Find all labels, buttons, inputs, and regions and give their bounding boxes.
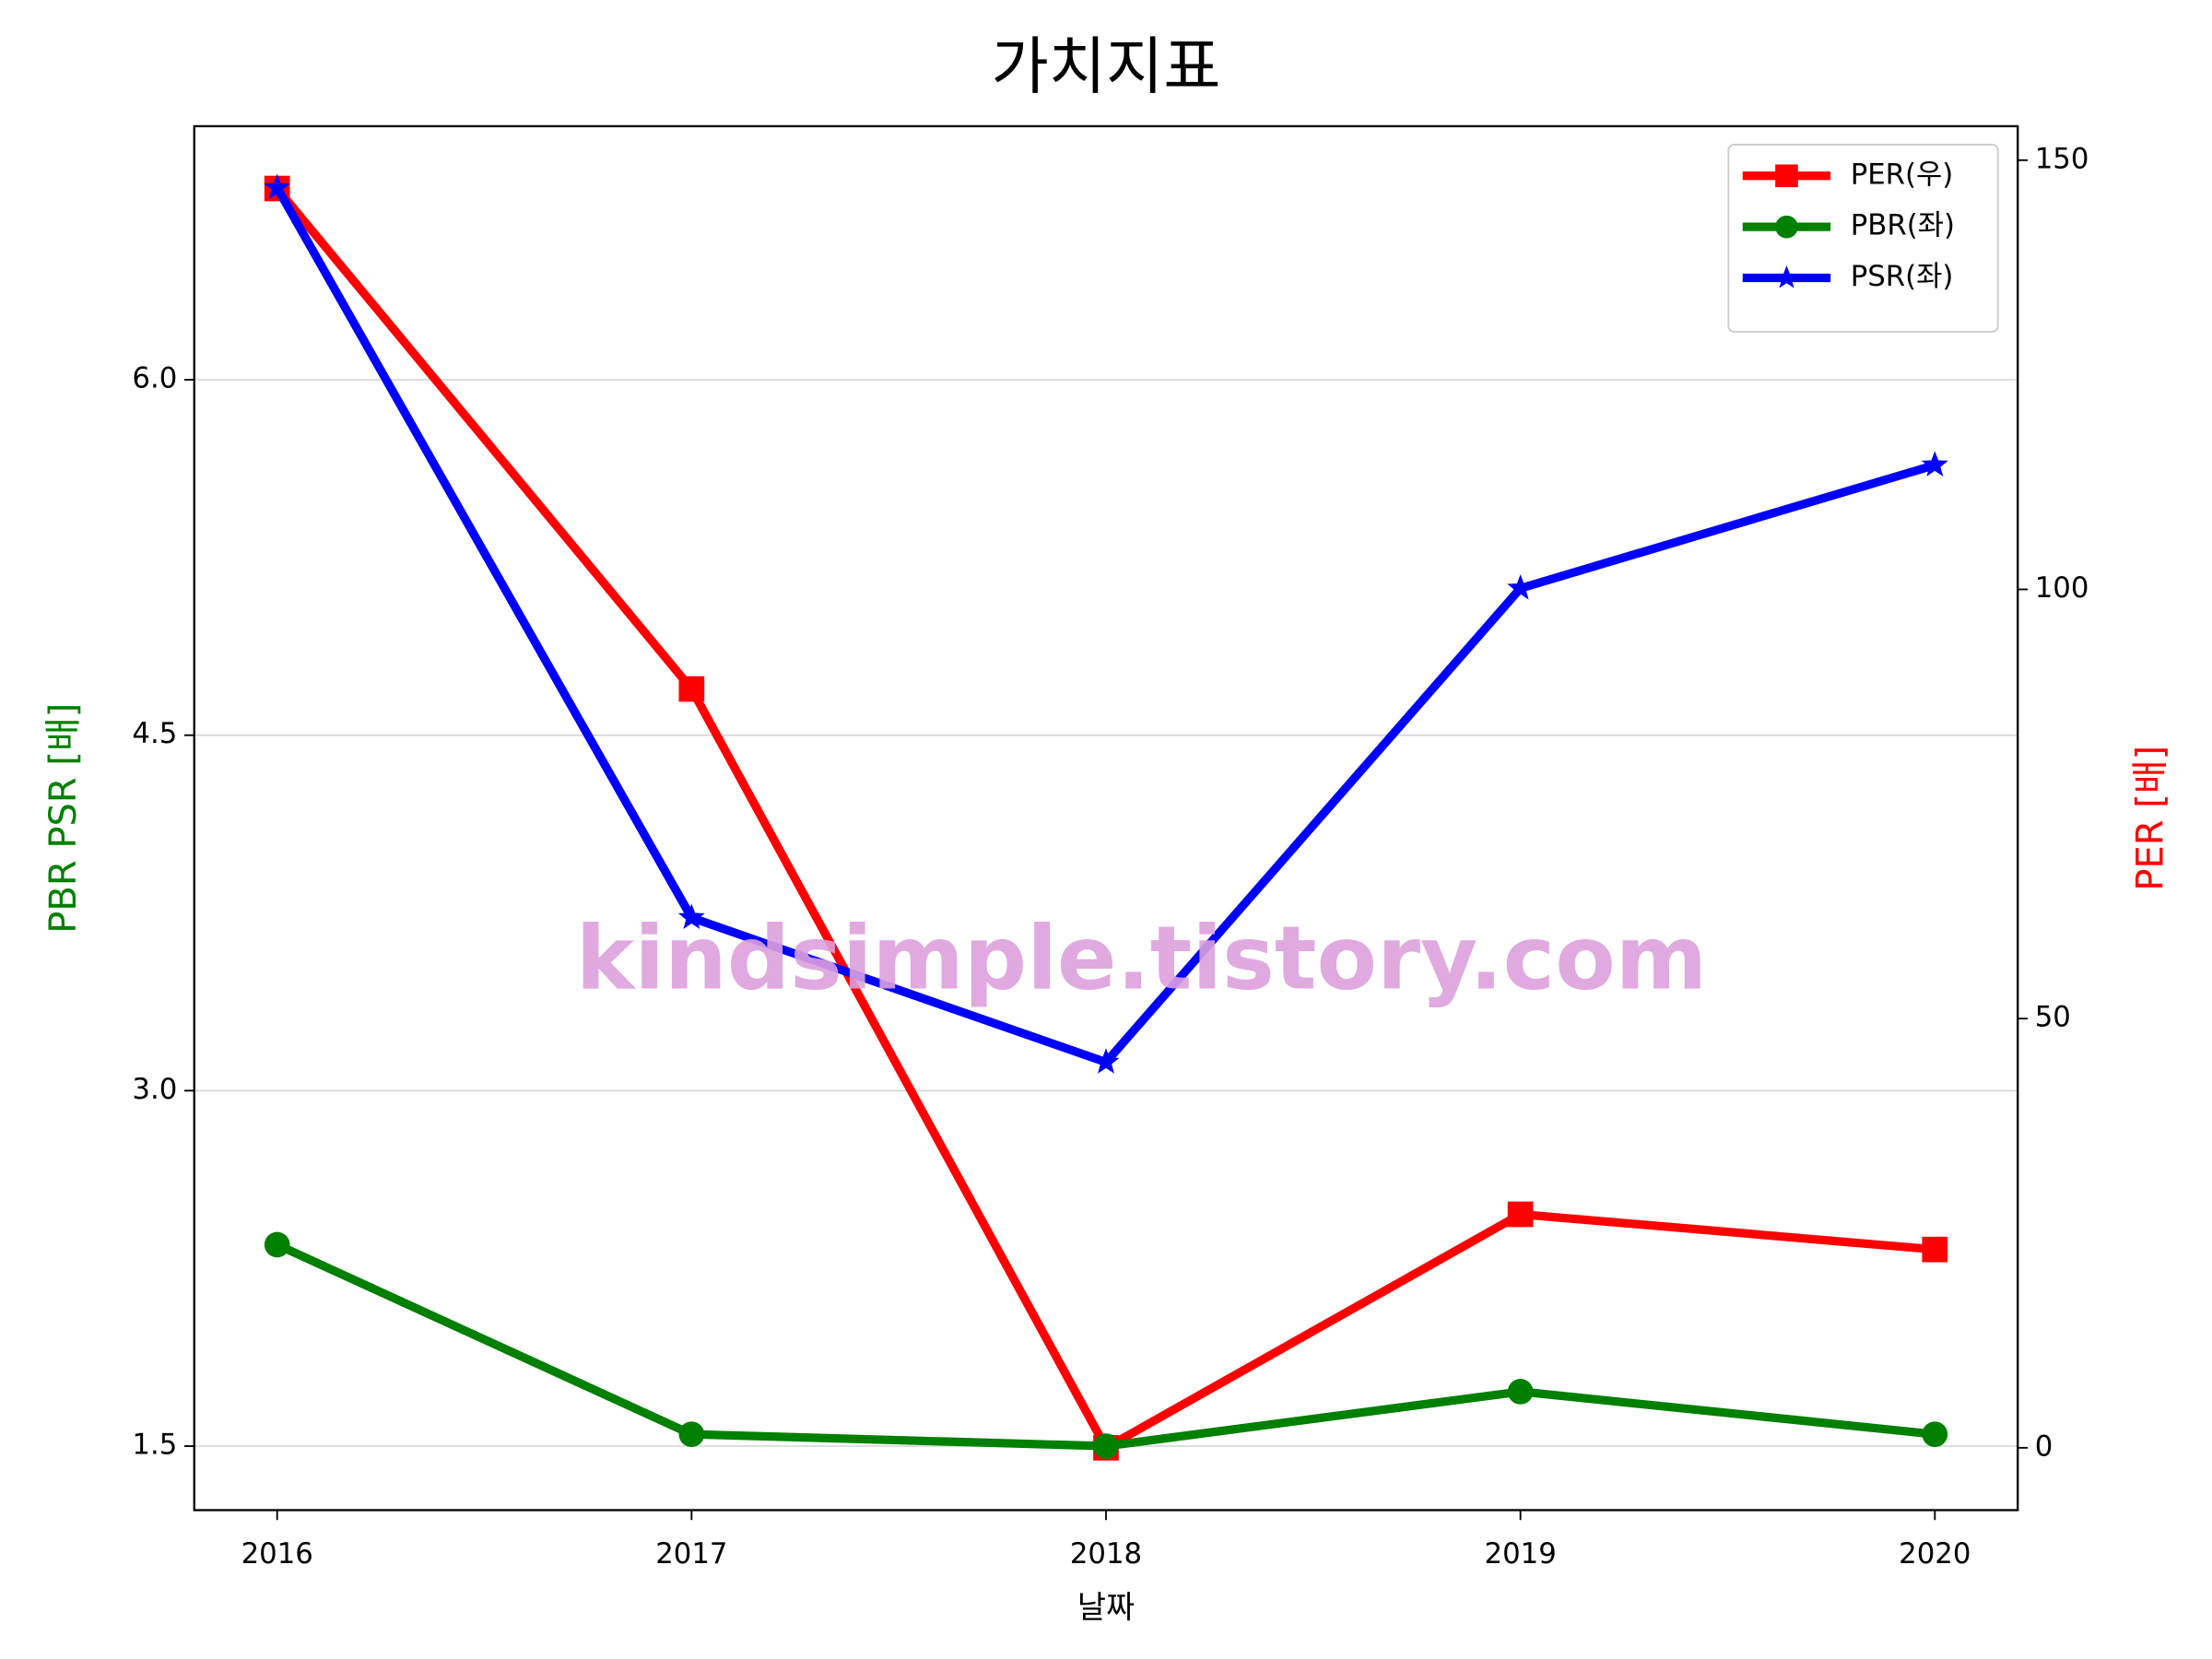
- y-tick-label: 1.5: [132, 1429, 177, 1462]
- marker: [1922, 1236, 1948, 1263]
- y-axis-label: PBR PSR [배]: [42, 703, 85, 934]
- legend-label: PSR(좌): [1851, 260, 1954, 293]
- marker: [1092, 1048, 1120, 1074]
- marker: [1774, 265, 1799, 288]
- x-tick-label: 2017: [655, 1537, 727, 1571]
- legend-label: PBR(좌): [1851, 209, 1955, 242]
- chart-title: 가치지표: [991, 29, 1220, 102]
- marker: [264, 1231, 290, 1258]
- y-tick-label: 6.0: [132, 362, 177, 395]
- marker: [1507, 1379, 1534, 1405]
- y2-tick-label: 50: [2035, 1001, 2071, 1034]
- y-tick-label: 3.0: [132, 1073, 177, 1106]
- watermark: kindsimple.tistory.com: [576, 908, 1707, 1010]
- series-line: [274, 185, 1936, 1453]
- marker: [1775, 164, 1798, 188]
- y-tick-label: 4.5: [132, 717, 177, 750]
- y2-axis-label: PER [배]: [2129, 746, 2171, 891]
- y2-tick-label: 150: [2035, 142, 2089, 175]
- marker: [1921, 451, 1948, 477]
- plot-frame: [193, 124, 2019, 1512]
- marker: [677, 903, 705, 929]
- marker: [1507, 574, 1535, 600]
- marker: [678, 676, 705, 702]
- y2-tick-label: 100: [2035, 571, 2089, 605]
- x-tick-label: 2018: [1070, 1537, 1142, 1571]
- marker: [1093, 1433, 1119, 1459]
- x-tick-label: 2019: [1485, 1537, 1557, 1571]
- x-tick-label: 2016: [241, 1537, 313, 1571]
- y2-tick-label: 0: [2035, 1430, 2053, 1463]
- x-axis-label: 날짜: [1077, 1590, 1135, 1626]
- legend-box: [1727, 144, 1999, 333]
- x-tick-label: 2020: [1899, 1537, 1971, 1571]
- series-line: [275, 1241, 1936, 1451]
- marker: [678, 1421, 705, 1448]
- marker: [264, 173, 291, 200]
- marker: [1507, 1201, 1534, 1228]
- legend-label: PER(우): [1851, 158, 1954, 191]
- marker: [1922, 1421, 1948, 1448]
- marker: [1775, 215, 1798, 239]
